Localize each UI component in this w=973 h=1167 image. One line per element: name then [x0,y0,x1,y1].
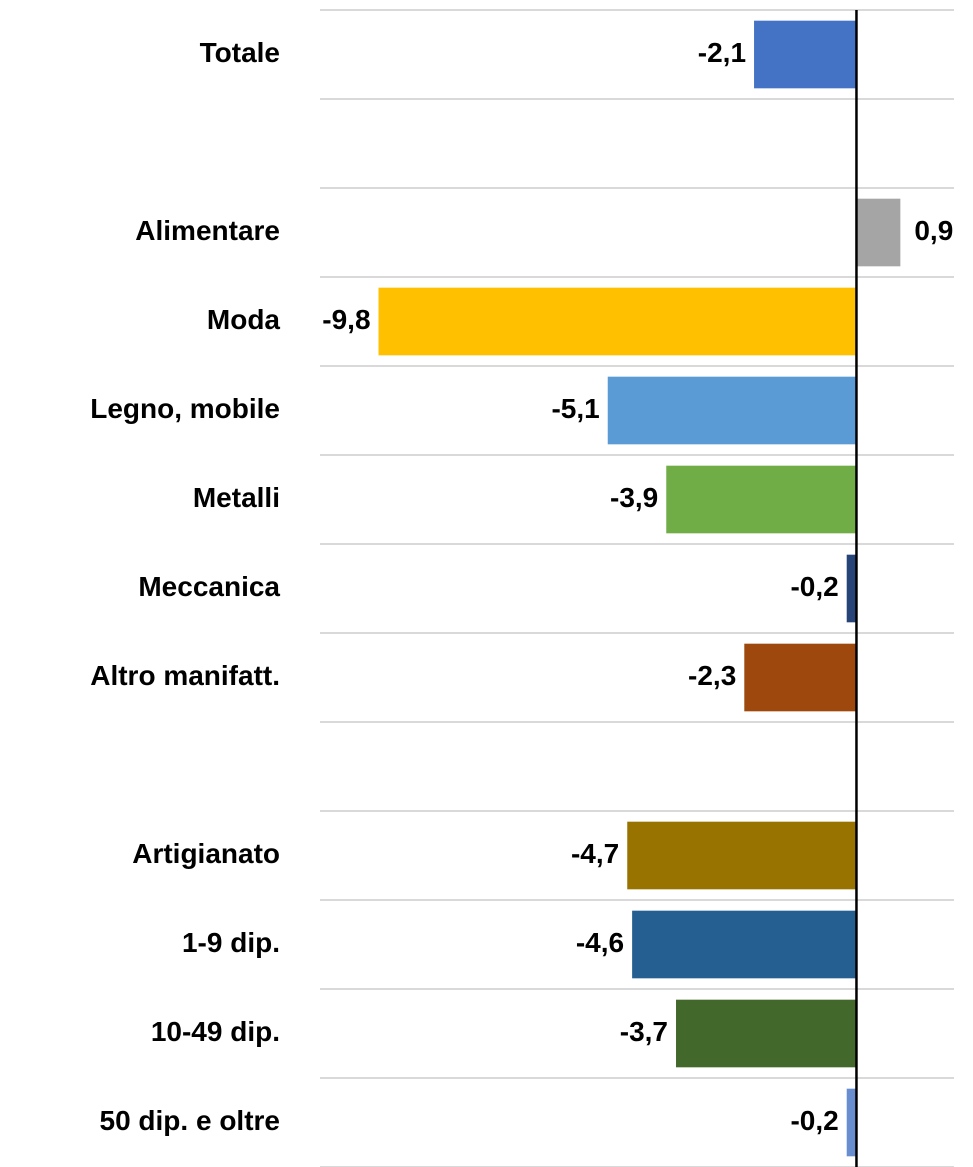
y-tick-label: Alimentare [135,215,280,246]
y-tick-label: Totale [200,37,280,68]
bar [744,643,857,712]
data-label: -3,7 [620,1016,668,1047]
y-tick-label: 10-49 dip. [151,1016,280,1047]
y-tick-label: 50 dip. e oltre [100,1105,281,1136]
bar [378,287,857,356]
bar [676,999,857,1068]
data-label: -3,9 [610,482,658,513]
data-label: -5,1 [551,393,599,424]
bar [666,465,857,534]
y-tick-label: Metalli [193,482,280,513]
data-label: 0,9 [914,215,953,246]
bar [846,1088,857,1157]
data-label: -2,3 [688,660,736,691]
data-label: -4,7 [571,838,619,869]
data-label: -9,8 [322,304,370,335]
y-tick-label: Moda [207,304,281,335]
data-label: -4,6 [576,927,624,958]
bar [632,910,857,979]
y-tick-label: Legno, mobile [90,393,280,424]
bar [856,198,901,267]
bar [846,554,857,623]
data-label: -0,2 [790,1105,838,1136]
bar [627,821,857,890]
data-label: -0,2 [790,571,838,602]
y-tick-label: Artigianato [132,838,280,869]
y-tick-label: 1-9 dip. [182,927,280,958]
y-tick-label: Meccanica [138,571,280,602]
y-tick-label: Altro manifatt. [90,660,280,691]
bar [607,376,857,445]
bar [754,20,857,89]
data-label: -2,1 [698,37,746,68]
